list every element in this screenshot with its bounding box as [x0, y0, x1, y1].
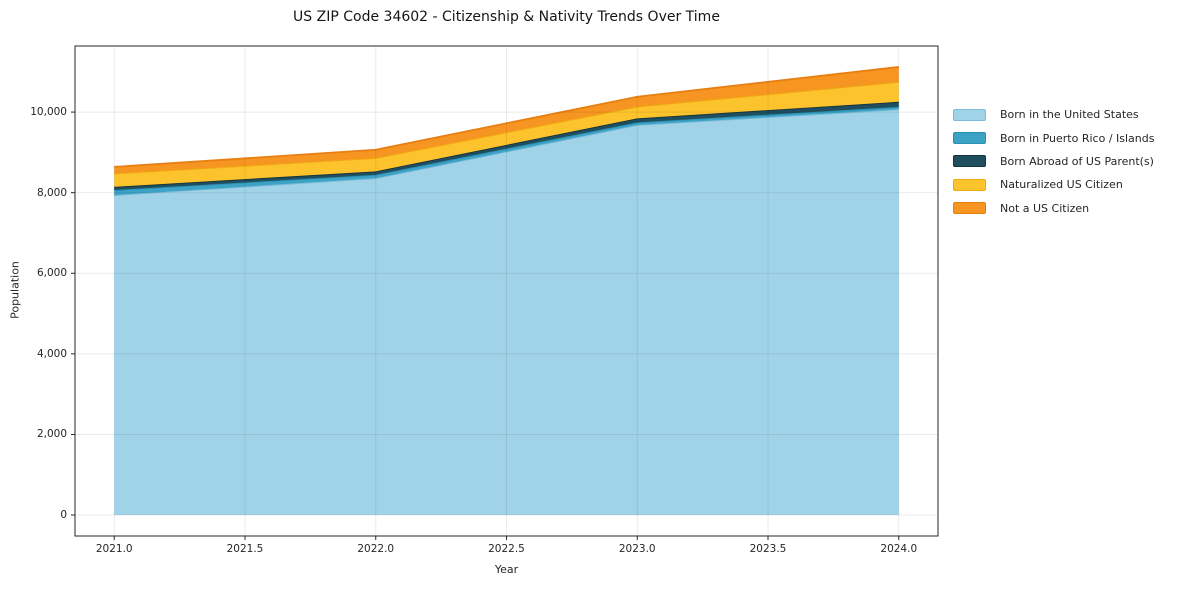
- y-tick-label-2000: 2,000: [36, 428, 67, 441]
- x-tick-label-2022-5: 2022.5: [488, 543, 525, 555]
- legend-swatch-born-abroad: [953, 155, 986, 168]
- legend-swatch-born-in-us: [953, 108, 986, 121]
- legend-item-naturalized: Naturalized US Citizen: [953, 173, 1154, 196]
- legend-label: Born in Puerto Rico / Islands: [1000, 131, 1155, 145]
- y-tick-label-0: 0: [60, 509, 67, 522]
- y-axis-label: Population: [8, 261, 22, 319]
- legend-swatch-born-puerto-rico: [953, 132, 986, 145]
- legend-label: Not a US Citizen: [1000, 201, 1090, 215]
- x-tick-label-2023-5: 2023.5: [749, 543, 787, 555]
- legend-swatch-not-citizen: [953, 202, 986, 215]
- legend-item-born-in-us: Born in the United States: [953, 103, 1154, 126]
- legend-label: Born Abroad of US Parent(s): [1000, 154, 1154, 168]
- y-tick-label-10000: 10,000: [30, 106, 67, 119]
- legend: Born in the United States Born in Puerto…: [953, 103, 1154, 220]
- y-tick-label-4000: 4,000: [36, 347, 67, 360]
- x-tick-label-2022-0: 2022.0: [357, 543, 395, 555]
- y-tick-label-6000: 6,000: [36, 267, 67, 280]
- x-tick-label-2021-0: 2021.0: [95, 543, 133, 555]
- legend-label: Naturalized US Citizen: [1000, 178, 1123, 192]
- legend-item-born-abroad: Born Abroad of US Parent(s): [953, 150, 1154, 173]
- x-tick-label-2023-0: 2023.0: [618, 543, 656, 555]
- legend-item-not-citizen: Not a US Citizen: [953, 197, 1154, 220]
- x-axis-label: Year: [494, 563, 519, 576]
- legend-item-born-puerto-rico: Born in Puerto Rico / Islands: [953, 126, 1154, 149]
- chart-title: US ZIP Code 34602 - Citizenship & Nativi…: [293, 9, 720, 25]
- x-tick-label-2021-5: 2021.5: [226, 543, 264, 555]
- legend-label: Born in the United States: [1000, 108, 1139, 122]
- x-tick-label-2024-0: 2024.0: [880, 543, 918, 555]
- legend-swatch-naturalized: [953, 178, 986, 191]
- y-tick-label-8000: 8,000: [36, 186, 67, 199]
